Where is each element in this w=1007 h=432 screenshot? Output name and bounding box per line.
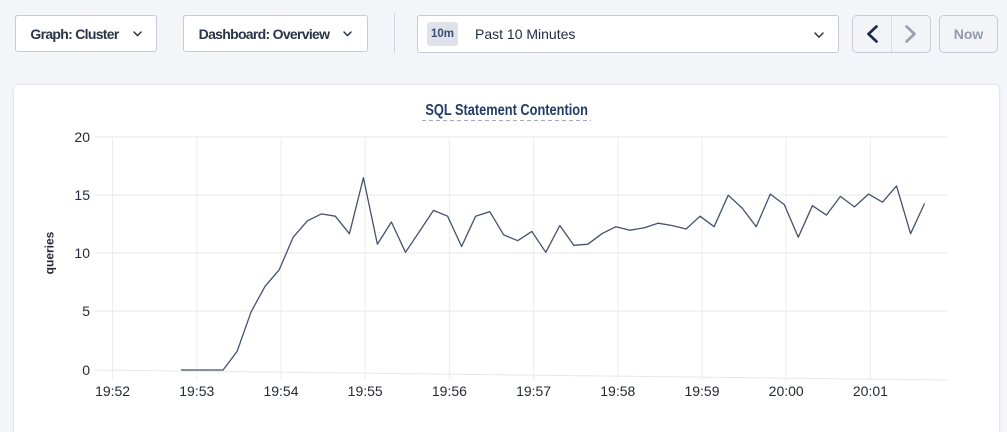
svg-text:20:00: 20:00 <box>769 383 804 399</box>
svg-text:20:01: 20:01 <box>853 383 888 399</box>
svg-text:15: 15 <box>74 187 90 203</box>
svg-text:19:56: 19:56 <box>432 383 467 399</box>
svg-text:19:54: 19:54 <box>263 383 298 399</box>
svg-text:19:52: 19:52 <box>95 383 130 399</box>
svg-text:10: 10 <box>74 245 90 261</box>
svg-text:19:59: 19:59 <box>684 383 719 399</box>
svg-text:0: 0 <box>82 362 90 378</box>
svg-text:19:58: 19:58 <box>600 383 635 399</box>
svg-text:5: 5 <box>82 303 90 319</box>
svg-text:19:57: 19:57 <box>516 383 551 399</box>
svg-text:19:53: 19:53 <box>179 383 214 399</box>
svg-text:queries: queries <box>43 231 57 274</box>
svg-text:19:55: 19:55 <box>348 383 383 399</box>
svg-text:20: 20 <box>74 129 90 145</box>
